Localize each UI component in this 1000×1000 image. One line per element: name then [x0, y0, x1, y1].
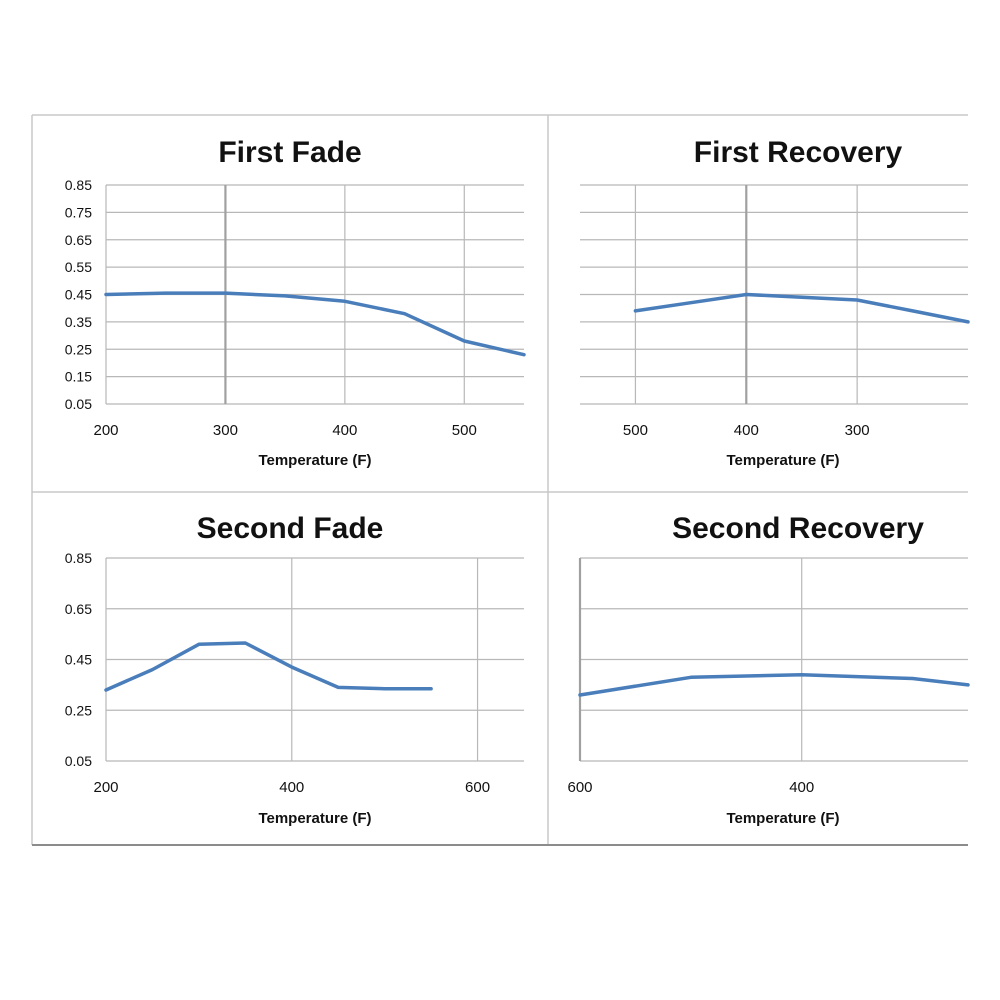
chart4-x-tick-label-0: 600	[567, 779, 592, 796]
chart3-series-line-0	[104, 641, 433, 692]
chart2-x-axis-label: Temperature (F)	[726, 452, 839, 469]
chart2-x-tick-label-2: 300	[845, 422, 870, 439]
chart1-x-tick-label-1: 300	[213, 422, 238, 439]
chart1-y-tick-label-4: 0.45	[65, 287, 92, 303]
chart1-y-tick-label-7: 0.15	[65, 369, 92, 385]
chart2-x-tick-label-0: 500	[623, 422, 648, 439]
chart2-title: First Recovery	[694, 136, 903, 169]
chart3-title: Second Fade	[197, 512, 384, 545]
chart1-x-tick-label-2: 400	[332, 422, 357, 439]
chart3-x-tick-label-1: 400	[279, 779, 304, 796]
chart2-x-tick-label-1: 400	[734, 422, 759, 439]
chart3-y-tick-label-1: 0.65	[65, 601, 92, 617]
chart3-y-tick-label-0: 0.85	[65, 550, 92, 566]
chart3-y-tick-label-4: 0.05	[65, 753, 92, 769]
chart1-y-tick-label-6: 0.25	[65, 341, 92, 357]
chart2-series-line-0	[633, 292, 970, 324]
chart3-x-tick-label-2: 600	[465, 779, 490, 796]
chart3-x-tick-label-0: 200	[93, 779, 118, 796]
chart3-y-tick-label-3: 0.25	[65, 702, 92, 718]
chart1-y-tick-label-3: 0.55	[65, 259, 92, 275]
chart1-y-tick-label-1: 0.75	[65, 204, 92, 220]
chart1-x-tick-label-0: 200	[93, 422, 118, 439]
chart1-y-tick-label-0: 0.85	[65, 177, 92, 193]
chart4-x-axis-label: Temperature (F)	[726, 810, 839, 827]
chart1-x-axis-label: Temperature (F)	[258, 452, 371, 469]
chart1-y-tick-label-5: 0.35	[65, 314, 92, 330]
chart1-x-tick-label-3: 500	[452, 422, 477, 439]
chart1-y-tick-label-8: 0.05	[65, 396, 92, 412]
chart4-title: Second Recovery	[672, 512, 924, 545]
chart3-y-tick-label-2: 0.45	[65, 652, 92, 668]
chart1-title: First Fade	[218, 136, 361, 169]
chart4-series-line-0	[578, 672, 970, 697]
chart3-x-axis-label: Temperature (F)	[258, 810, 371, 827]
chart1-y-tick-label-2: 0.65	[65, 232, 92, 248]
chart1-series-line-0	[104, 291, 526, 357]
chart4-x-tick-label-1: 400	[789, 779, 814, 796]
